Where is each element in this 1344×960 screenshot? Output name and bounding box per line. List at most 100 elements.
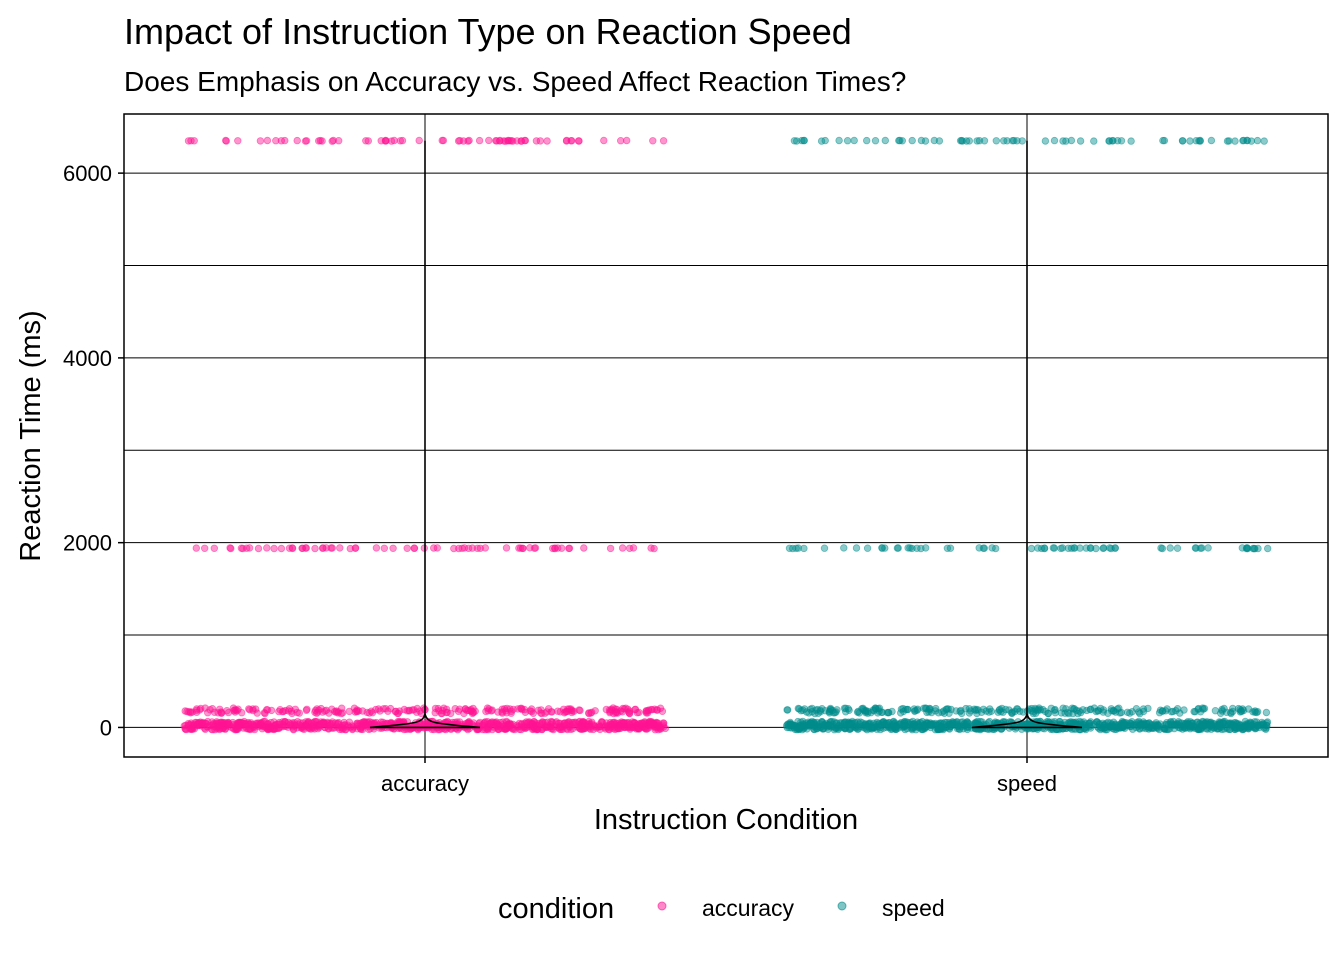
data-point (1029, 708, 1037, 716)
data-point (887, 725, 895, 733)
data-point (288, 544, 296, 552)
plot-panel-border (123, 113, 1329, 758)
data-point (954, 721, 962, 730)
data-point (906, 544, 914, 552)
data-point (1036, 706, 1045, 714)
data-point (281, 706, 289, 715)
data-point (794, 544, 802, 552)
data-point (288, 709, 296, 718)
data-point (1186, 137, 1194, 145)
data-point (263, 136, 272, 145)
data-point (528, 720, 537, 729)
data-point (295, 709, 303, 717)
data-point (1258, 720, 1267, 728)
data-point (549, 544, 557, 553)
data-point (184, 137, 193, 145)
data-point (793, 137, 801, 145)
data-point (614, 724, 622, 732)
data-point (364, 137, 372, 145)
data-point (574, 137, 583, 145)
data-point (438, 706, 447, 715)
data-point (610, 718, 618, 726)
data-point (302, 137, 311, 145)
data-point (396, 137, 404, 145)
data-point (1204, 544, 1212, 552)
data-point (606, 709, 614, 717)
data-point (338, 709, 347, 717)
data-point (625, 544, 634, 552)
data-point (454, 137, 463, 145)
data-point (345, 707, 353, 716)
data-point (485, 136, 493, 145)
data-point (973, 137, 981, 145)
data-point (556, 708, 564, 716)
data-point (620, 705, 628, 713)
data-point (450, 544, 458, 553)
data-point (481, 544, 489, 552)
data-point (192, 706, 201, 714)
data-point (1253, 136, 1262, 145)
data-point (543, 137, 551, 145)
data-point (946, 544, 955, 552)
data-point (821, 707, 829, 715)
data-point (1128, 725, 1137, 733)
data-point (461, 705, 469, 713)
data-point (465, 136, 473, 145)
data-point (1198, 722, 1206, 730)
data-point (840, 544, 848, 552)
data-point (1185, 720, 1193, 728)
data-point (230, 707, 238, 715)
data-point (509, 137, 517, 145)
data-point (1105, 137, 1113, 145)
data-point (840, 704, 849, 712)
data-point (853, 722, 861, 730)
data-point (454, 707, 463, 715)
data-point (1086, 705, 1095, 713)
data-point (612, 709, 620, 717)
data-point (863, 544, 872, 552)
data-point (251, 705, 260, 713)
data-point (256, 137, 265, 145)
data-point (226, 544, 234, 552)
data-point (1244, 725, 1253, 733)
data-point (277, 137, 285, 145)
data-point (1067, 719, 1075, 727)
data-point (629, 544, 638, 552)
data-point (239, 544, 247, 553)
data-point (1019, 708, 1027, 716)
data-point (800, 136, 808, 145)
data-point (1079, 706, 1087, 714)
legend-label-speed: speed (882, 895, 945, 921)
x-tick-label: speed (997, 771, 1057, 796)
data-point (1127, 137, 1135, 145)
data-point (563, 136, 571, 145)
data-point (835, 136, 843, 145)
data-point (896, 136, 904, 145)
data-point (370, 719, 378, 727)
data-point (480, 718, 489, 727)
data-point (302, 544, 310, 552)
data-point (875, 707, 883, 715)
data-point (808, 708, 816, 716)
data-point (1158, 544, 1167, 553)
data-point (899, 704, 907, 713)
data-point (234, 137, 242, 145)
data-point (242, 544, 251, 552)
data-point (521, 136, 530, 145)
data-point (558, 544, 566, 552)
data-point (876, 723, 884, 732)
data-point (192, 544, 200, 552)
data-point (972, 705, 981, 714)
data-point (644, 721, 653, 729)
data-point (263, 706, 271, 714)
data-point (311, 544, 319, 553)
data-point (412, 708, 421, 716)
data-point (195, 719, 203, 727)
data-point (649, 137, 657, 145)
data-point (817, 137, 826, 145)
data-point (1040, 725, 1048, 733)
data-points (180, 136, 1272, 734)
data-point (1099, 719, 1107, 727)
data-point (653, 706, 661, 714)
